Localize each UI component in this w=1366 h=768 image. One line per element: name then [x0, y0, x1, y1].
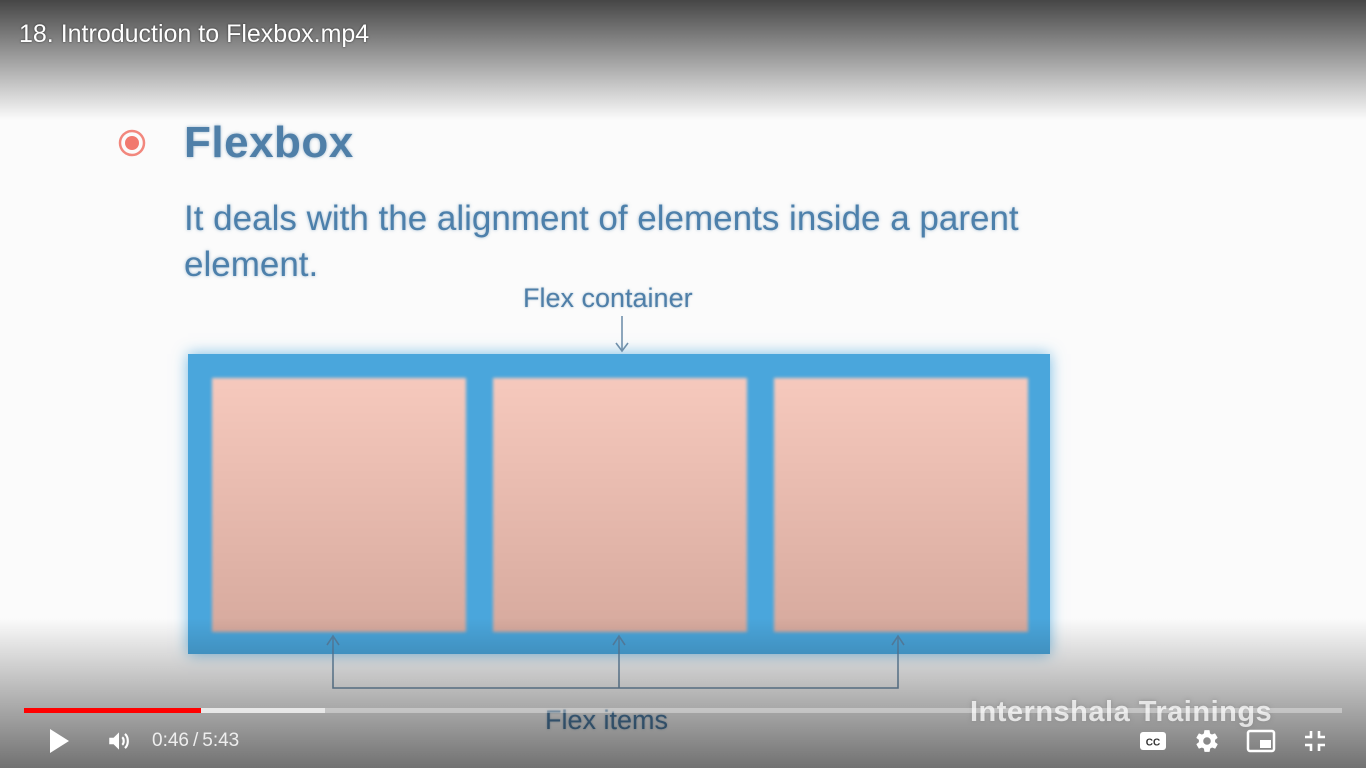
play-button[interactable] [36, 718, 82, 764]
flex-item-box [212, 378, 466, 632]
svg-text:CC: CC [1146, 738, 1160, 749]
video-title: 18. Introduction to Flexbox.mp4 [19, 20, 370, 48]
control-bar: 0:46/5:43 CC [0, 718, 1366, 764]
gear-icon [1196, 730, 1218, 752]
slide-title: Flexbox [184, 118, 354, 167]
watermark: Internshala Trainings [970, 696, 1273, 728]
target-bullet-icon [118, 129, 146, 157]
flex-item-box [774, 378, 1028, 632]
exit-fullscreen-button[interactable] [1292, 718, 1338, 764]
miniplayer-icon [1246, 729, 1276, 753]
flex-container-label: Flex container [523, 283, 693, 313]
captions-button[interactable]: CC [1130, 718, 1176, 764]
exit-fullscreen-icon [1305, 731, 1325, 751]
volume-icon [109, 732, 129, 750]
time-separator: / [192, 730, 199, 751]
time-display: 0:46/5:43 [152, 730, 239, 752]
cc-icon: CC [1140, 732, 1166, 750]
duration: 5:43 [202, 730, 240, 751]
flex-item-box [493, 378, 747, 632]
progress-bar[interactable] [24, 708, 1342, 713]
miniplayer-button[interactable] [1238, 718, 1284, 764]
flex-container-diagram [188, 354, 1050, 654]
play-icon [50, 729, 69, 753]
played-progress [24, 708, 201, 713]
current-time: 0:46 [152, 730, 189, 751]
volume-button[interactable] [96, 718, 142, 764]
slide-body-text: It deals with the alignment of elements … [184, 199, 1019, 284]
settings-button[interactable] [1184, 718, 1230, 764]
